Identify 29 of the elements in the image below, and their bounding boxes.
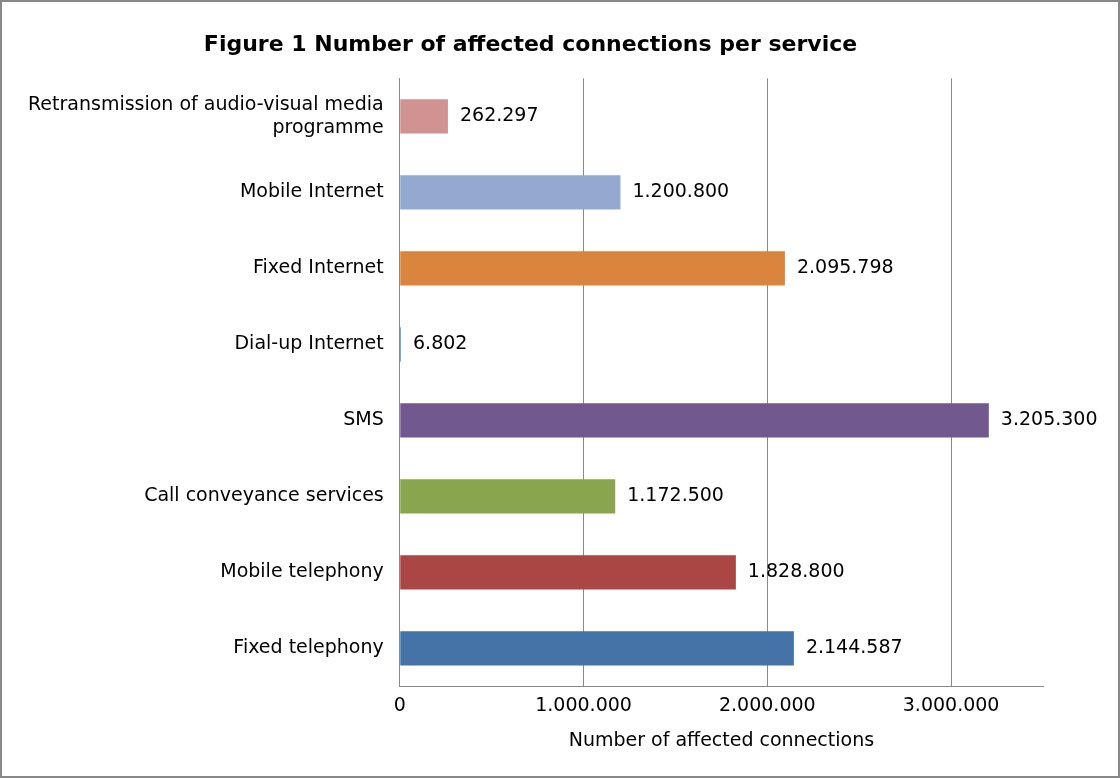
x-tick-label: 3.000.000 xyxy=(902,692,1000,715)
y-tick-label: Mobile Internet xyxy=(239,179,384,202)
bar xyxy=(400,479,616,514)
y-tick-label: Call conveyance services xyxy=(144,483,384,506)
data-label: 6.802 xyxy=(413,331,468,354)
x-tick-label: 0 xyxy=(393,692,406,715)
bar xyxy=(400,555,736,590)
y-tick-label: Retransmission of audio-visual media programme xyxy=(27,91,384,137)
y-tick-label: Fixed Internet xyxy=(253,255,384,278)
data-label: 1.172.500 xyxy=(627,483,724,506)
bar xyxy=(400,251,785,286)
y-tick-label: Dial-up Internet xyxy=(234,331,384,354)
bar xyxy=(400,175,621,210)
data-label: 262.297 xyxy=(459,103,539,126)
chart-title: Figure 1 Number of affected connections per service xyxy=(203,30,858,56)
y-tick-label: Mobile telephony xyxy=(220,559,384,582)
bar xyxy=(400,403,989,438)
x-tick-label: 1.000.000 xyxy=(535,692,632,715)
data-label: 3.205.300 xyxy=(1000,407,1098,430)
x-tick-label: 2.000.000 xyxy=(718,692,816,715)
data-label: 1.828.800 xyxy=(747,559,845,582)
bar xyxy=(400,99,448,134)
y-tick-label: Fixed telephony xyxy=(233,635,384,658)
y-tick-label: SMS xyxy=(343,407,384,430)
data-label: 2.095.798 xyxy=(796,255,894,278)
x-axis-title: Number of affected connections xyxy=(568,727,875,750)
data-label: 1.200.800 xyxy=(632,179,730,202)
data-label: 2.144.587 xyxy=(805,635,903,658)
bar xyxy=(400,631,794,666)
